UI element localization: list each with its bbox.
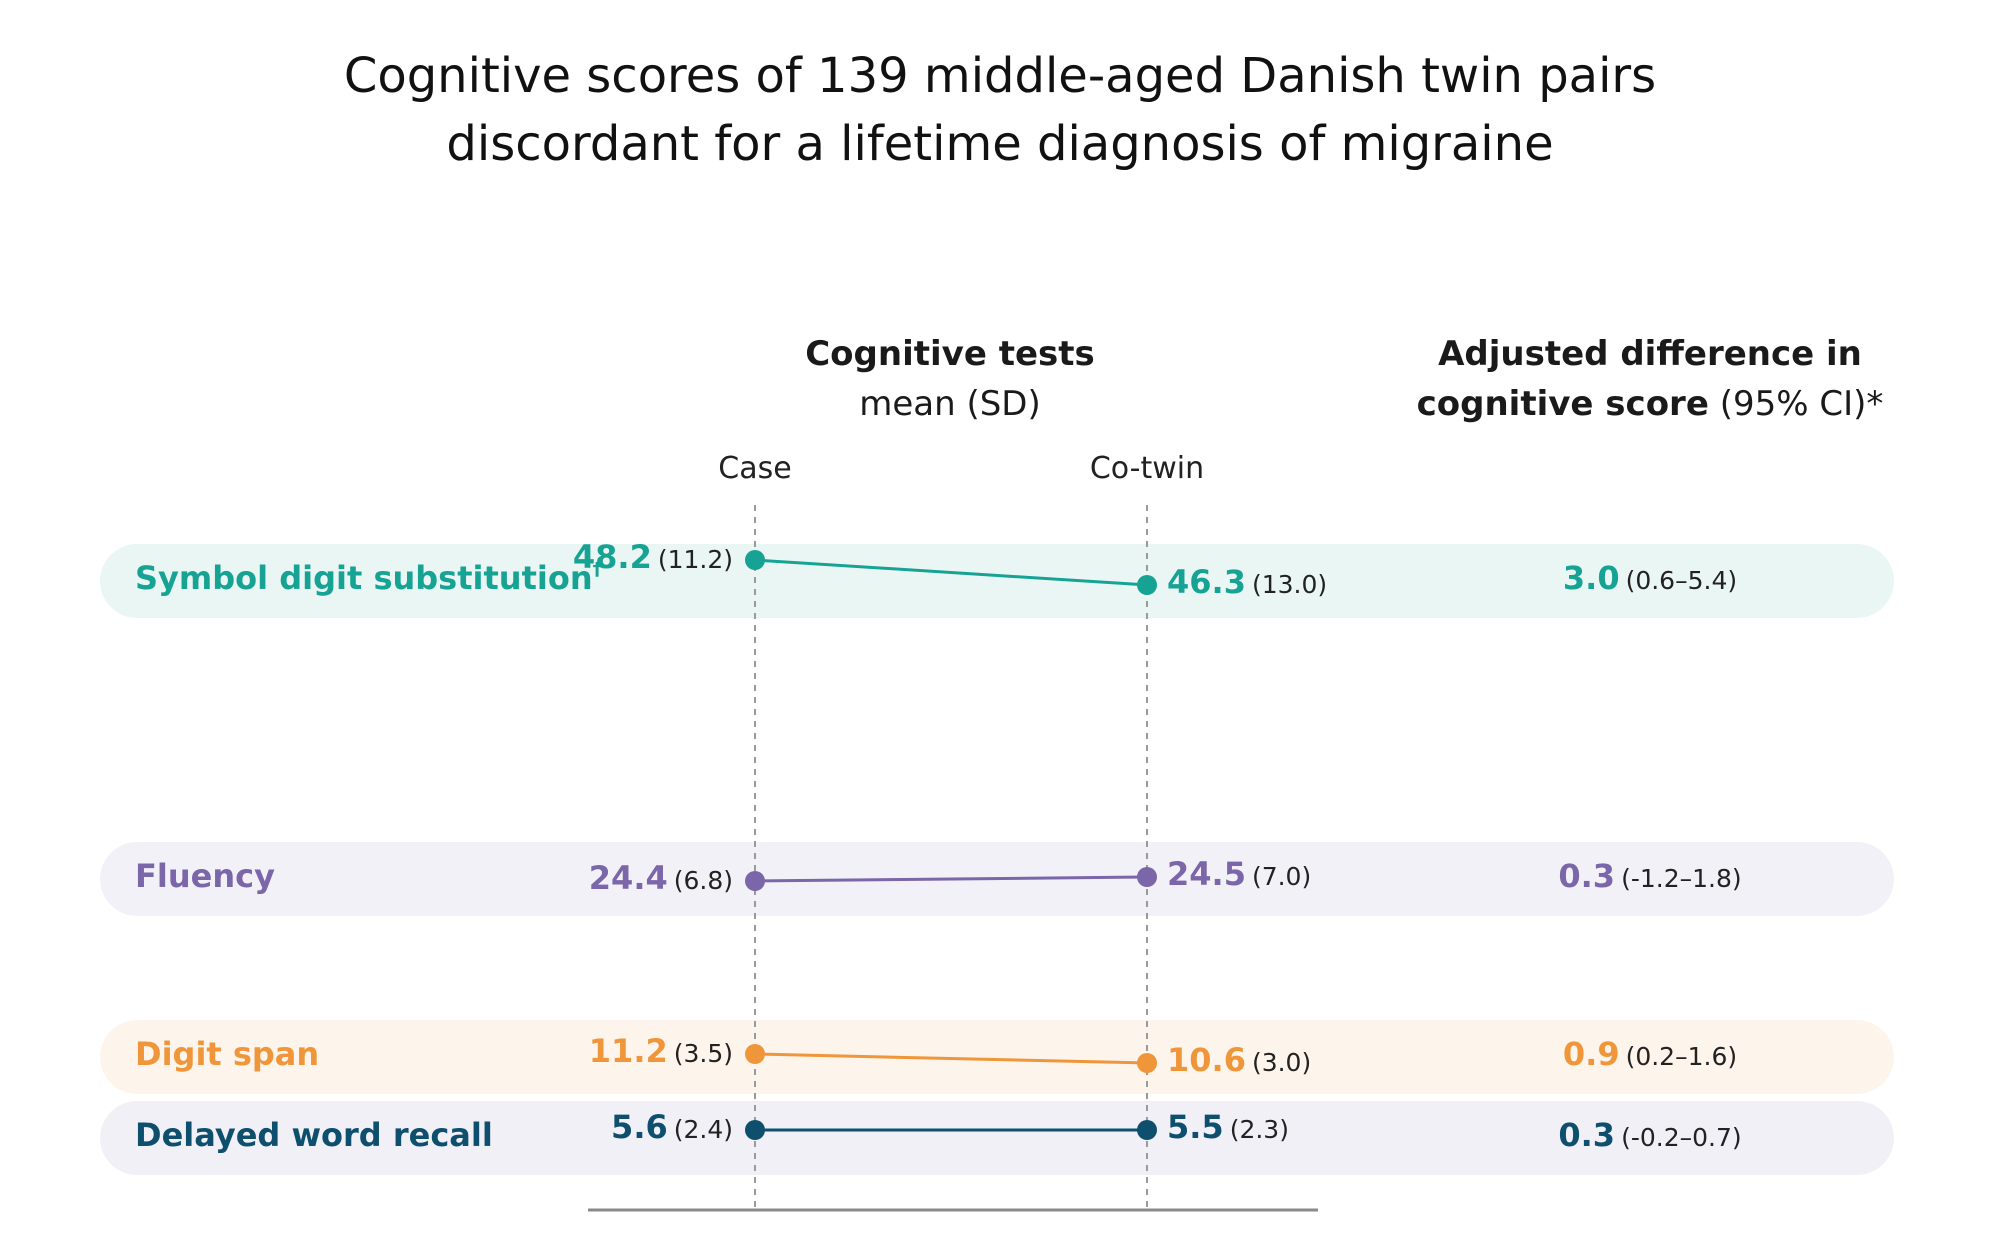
case-mean-digit-span: 11.2 (588, 1032, 668, 1070)
cotwin-sd-digit-span: (3.0) (1251, 1048, 1312, 1077)
adjusted-difference-header-ci: (95% CI)* (1708, 384, 1884, 424)
case-value-fluency: 24.4 (6.8) (589, 859, 733, 897)
adjusted-difference-header-line-1: Adjusted difference in (1438, 334, 1862, 374)
row-band-symbol-digit-substitution (100, 544, 1894, 618)
diff-ci-digit-span: (0.2–1.6) (1625, 1042, 1738, 1071)
cotwin-dot-delayed-word-recall (1137, 1120, 1157, 1140)
row-label-digit-span: Digit span (135, 1035, 319, 1073)
connector-fluency (754, 875, 1148, 883)
case-mean-delayed-word-recall: 5.6 (611, 1108, 668, 1146)
cognitive-tests-header-sub: mean (SD) (859, 384, 1041, 424)
cotwin-dot-digit-span (1137, 1053, 1157, 1073)
cotwin-sd-fluency: (7.0) (1251, 862, 1312, 891)
cotwin-mean-symbol-digit-substitution: 46.3 (1167, 563, 1246, 601)
case-sd-delayed-word-recall: (2.4) (673, 1115, 733, 1144)
cotwin-mean-delayed-word-recall: 5.5 (1167, 1108, 1224, 1146)
cotwin-column-label: Co-twin (1089, 451, 1205, 486)
diff-value-digit-span: 0.9 (1562, 1035, 1620, 1073)
row-name-symbol-digit-substitution: Symbol digit substitution (135, 559, 593, 597)
diff-value-fluency: 0.3 (1558, 857, 1616, 895)
diff-ci-symbol-digit-substitution: (0.6–5.4) (1625, 566, 1738, 595)
cotwin-value-symbol-digit-substitution: 46.3 (13.0) (1167, 563, 1327, 601)
case-value-digit-span: 11.2 (3.5) (589, 1032, 733, 1070)
cotwin-dot-symbol-digit-substitution (1137, 575, 1157, 595)
cotwin-dot-fluency (1137, 867, 1157, 887)
adjusted-difference-digit-span: 0.9 (0.2–1.6) (1450, 1035, 1850, 1073)
case-mean-fluency: 24.4 (588, 859, 668, 897)
row-marker-symbol-digit-substitution: † (592, 559, 602, 580)
chart-title: Cognitive scores of 139 middle-aged Dani… (0, 42, 2000, 178)
cognitive-tests-header-title: Cognitive tests (805, 334, 1095, 374)
chart-title-line-2: discordant for a lifetime diagnosis of m… (446, 116, 1554, 172)
diff-value-symbol-digit-substitution: 3.0 (1562, 559, 1620, 597)
cotwin-value-fluency: 24.5 (7.0) (1167, 855, 1311, 893)
case-value-symbol-digit-substitution: 48.2 (11.2) (573, 538, 733, 576)
cotwin-sd-delayed-word-recall: (2.3) (1229, 1115, 1289, 1144)
diff-ci-delayed-word-recall: (-0.2–0.7) (1621, 1123, 1742, 1152)
case-sd-digit-span: (3.5) (673, 1039, 733, 1068)
row-label-delayed-word-recall: Delayed word recall (135, 1116, 493, 1154)
adjusted-difference-header-bold: cognitive score (1416, 384, 1709, 424)
adjusted-difference-delayed-word-recall: 0.3 (-0.2–0.7) (1450, 1116, 1850, 1154)
case-dot-digit-span (745, 1044, 765, 1064)
connector-symbol-digit-substitution (754, 558, 1148, 587)
connector-digit-span (754, 1052, 1148, 1065)
cotwin-value-delayed-word-recall: 5.5 (2.3) (1167, 1108, 1289, 1146)
case-mean-symbol-digit-substitution: 48.2 (572, 538, 652, 576)
diff-ci-fluency: (-1.2–1.8) (1621, 864, 1742, 893)
case-dot-delayed-word-recall (745, 1120, 765, 1140)
diff-value-delayed-word-recall: 0.3 (1558, 1116, 1616, 1154)
row-label-fluency: Fluency (135, 857, 275, 895)
cotwin-sd-symbol-digit-substitution: (13.0) (1251, 570, 1328, 599)
cotwin-mean-fluency: 24.5 (1167, 855, 1246, 893)
row-label-symbol-digit-substitution: Symbol digit substitution† (135, 559, 602, 597)
chart-title-line-1: Cognitive scores of 139 middle-aged Dani… (343, 48, 1657, 104)
row-band-digit-span (100, 1020, 1894, 1094)
adjusted-difference-header: Adjusted difference in cognitive score (… (1365, 329, 1935, 429)
case-sd-fluency: (6.8) (673, 866, 733, 895)
case-column-label: Case (718, 451, 792, 486)
row-name-fluency: Fluency (135, 857, 275, 895)
case-sd-symbol-digit-substitution: (11.2) (657, 545, 733, 574)
adjusted-difference-header-line-2: cognitive score (95% CI)* (1417, 384, 1884, 424)
case-dot-fluency (745, 871, 765, 891)
adjusted-difference-symbol-digit-substitution: 3.0 (0.6–5.4) (1450, 559, 1850, 597)
cognitive-tests-header: Cognitive tests mean (SD) (750, 329, 1150, 429)
row-name-delayed-word-recall: Delayed word recall (135, 1116, 493, 1154)
row-band-delayed-word-recall (100, 1101, 1894, 1175)
case-value-delayed-word-recall: 5.6 (2.4) (611, 1108, 733, 1146)
case-dot-symbol-digit-substitution (745, 550, 765, 570)
cotwin-value-digit-span: 10.6 (3.0) (1167, 1041, 1311, 1079)
adjusted-difference-fluency: 0.3 (-1.2–1.8) (1450, 857, 1850, 895)
row-name-digit-span: Digit span (135, 1035, 320, 1073)
cotwin-mean-digit-span: 10.6 (1167, 1041, 1246, 1079)
